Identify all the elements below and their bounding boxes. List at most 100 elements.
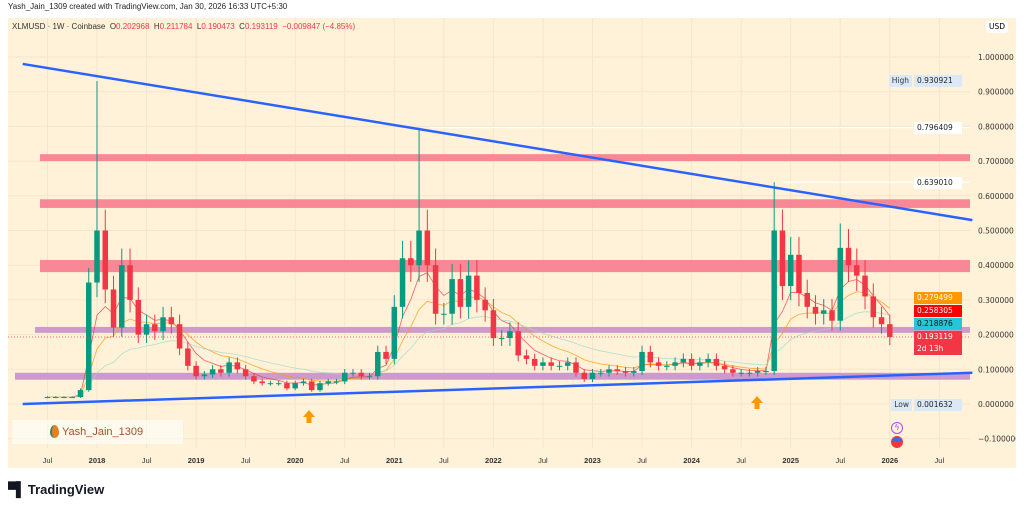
candle-body — [375, 351, 381, 377]
y-tick-label: 0.600000 — [978, 192, 1014, 201]
candle-body — [284, 383, 290, 389]
candle-body — [424, 230, 431, 266]
candle-body — [482, 299, 488, 311]
ma3-price: 0.218876 — [914, 318, 962, 330]
candle-body — [399, 258, 406, 307]
candle-body — [185, 348, 191, 366]
up-arrow-icon — [751, 396, 763, 409]
candle-body — [441, 313, 447, 315]
symbol-label[interactable]: XLMUSD · 1W · Coinbase — [12, 22, 106, 31]
candle-body — [870, 296, 877, 318]
candle-body — [193, 365, 199, 377]
candle-body — [333, 381, 340, 383]
x-tick-label: Jul — [835, 456, 845, 465]
candle-body — [143, 324, 150, 335]
bar-countdown: 2d 13h — [917, 344, 944, 353]
candle-body — [52, 397, 59, 399]
candle-body — [614, 369, 621, 372]
y-tick-label: 0.300000 — [978, 296, 1014, 305]
candle-body — [589, 372, 596, 380]
up-arrow-icon — [303, 410, 315, 423]
price-chart[interactable]: 1.000000 0.900000 0.800000 0.700000 0.600000… — [8, 18, 1016, 468]
candle-body — [763, 371, 769, 373]
candle-body — [655, 362, 662, 366]
candle-body — [94, 230, 100, 283]
candle-body — [201, 374, 208, 377]
candle-body — [350, 372, 356, 374]
candle-body — [598, 372, 604, 374]
low-value: 0.190473 — [201, 22, 235, 31]
candle-body — [796, 254, 802, 293]
candle-body — [721, 365, 728, 370]
candle-body — [854, 265, 860, 276]
resistance-zone — [40, 154, 970, 162]
open-value: 0.202968 — [116, 22, 150, 31]
candle-body — [358, 372, 365, 377]
candle-body — [465, 275, 472, 307]
tv-logo-icon: ▀▌ — [8, 481, 26, 497]
y-tick-label: 0.700000 — [978, 157, 1014, 166]
candle-body — [234, 362, 241, 370]
candle-body — [787, 254, 794, 287]
candle-body — [672, 362, 678, 366]
ma1-price: 0.279499 — [914, 292, 962, 304]
candle-body — [680, 358, 687, 363]
x-tick-label: 2018 — [89, 456, 106, 465]
candle-body — [408, 258, 414, 266]
candle-body — [69, 397, 75, 399]
y-tick-label: 1.000000 — [978, 53, 1014, 62]
candle-body — [218, 369, 224, 373]
candle-body — [647, 351, 654, 363]
candle-body — [366, 376, 373, 378]
candle-body — [449, 279, 455, 314]
change-value: −0.009847 (−4.85%) — [282, 22, 356, 31]
candle-body — [556, 365, 563, 367]
candle-body — [226, 362, 232, 373]
lightning-event-icon[interactable]: ϟ — [891, 422, 903, 434]
candle-body — [135, 299, 142, 335]
x-tick-label: 2019 — [188, 456, 205, 465]
candle-body — [292, 383, 298, 389]
candle-body — [77, 390, 84, 398]
y-tick-label: −0.100000 — [978, 435, 1016, 444]
candle-body — [887, 324, 893, 338]
y-tick-label: 0.400000 — [978, 261, 1014, 270]
low-label: L — [196, 22, 202, 31]
candle-body — [110, 289, 117, 328]
chart-area[interactable]: 1.000000 0.900000 0.800000 0.700000 0.600000… — [8, 18, 1016, 468]
candle-body — [242, 369, 249, 377]
candle-body — [639, 351, 645, 372]
low-tag: Low — [891, 399, 912, 411]
resistance-zone — [40, 199, 970, 208]
x-tick-label: 2020 — [287, 456, 304, 465]
candle-body — [127, 265, 133, 300]
currency-label[interactable]: USD — [985, 21, 1008, 33]
x-tick-label: Jul — [340, 456, 350, 465]
x-tick-label: Jul — [43, 456, 53, 465]
level-label-1: 0.796409 — [914, 122, 962, 134]
x-tick-label: 2021 — [386, 456, 403, 465]
candle-body — [61, 397, 67, 399]
candle-body — [523, 355, 530, 359]
candle-body — [581, 372, 587, 380]
candle-body — [490, 310, 497, 339]
candle-body — [771, 230, 777, 372]
high-value: 0.211784 — [159, 22, 193, 31]
candle-body — [862, 275, 868, 297]
candle-body — [474, 275, 480, 300]
candle-body — [573, 362, 579, 373]
y-tick-label: 0.900000 — [978, 88, 1014, 97]
us-flag-event-icon[interactable] — [891, 436, 903, 448]
tradingview-logo[interactable]: ▀▌ TradingView — [8, 481, 104, 497]
candle-body — [837, 247, 843, 321]
candle-body — [44, 397, 51, 399]
resistance-zone — [40, 259, 970, 273]
leaf-logo-icon — [50, 425, 59, 438]
candle-body — [342, 372, 348, 382]
x-tick-label: Jul — [538, 456, 548, 465]
candle-body — [308, 381, 315, 391]
low-price: 0.001632 — [914, 399, 962, 411]
candle-body — [730, 369, 736, 373]
chart-credit: Yash_Jain_1309 created with TradingView.… — [8, 2, 288, 11]
candle-body — [622, 371, 629, 373]
